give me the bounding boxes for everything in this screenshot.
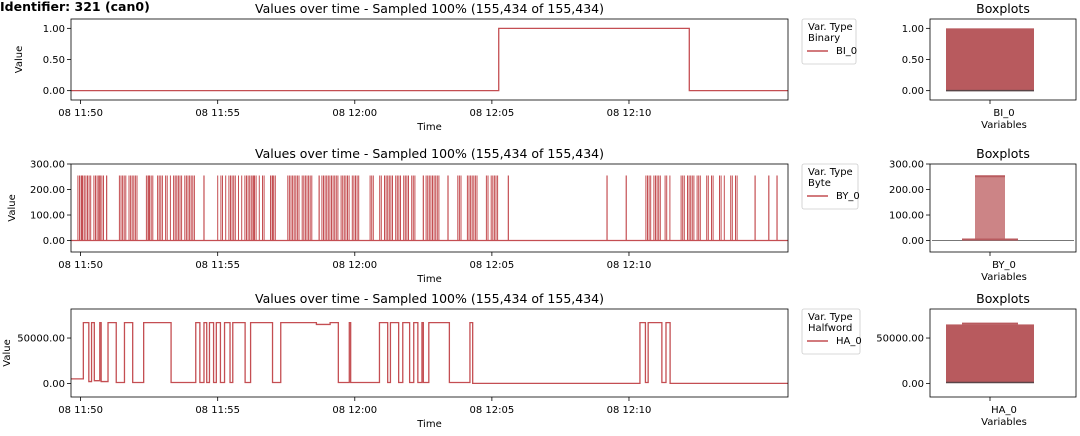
boxplot-frame <box>929 308 1077 398</box>
boxplot-frame <box>929 163 1077 253</box>
x-tick-label: 08 12:10 <box>607 260 652 271</box>
boxplot-x-tick-label: BI_0 <box>993 108 1014 119</box>
boxplot-y-tick-label: 300.00 <box>889 160 924 171</box>
boxplot-y-tick-label: 1.00 <box>902 24 924 35</box>
y-tick-label: 50000.00 <box>17 334 65 345</box>
y-tick-label: 100.00 <box>30 211 65 222</box>
plot-frame <box>70 163 789 253</box>
y-tick-label: 200.00 <box>30 185 65 196</box>
figure-suptitle: Identifier: 321 (can0) <box>0 0 150 14</box>
x-tick-label: 08 12:00 <box>332 260 377 271</box>
subplot-3: Values over time - Sampled 100% (155,434… <box>2 291 1077 430</box>
boxplot-x-tick-label: HA_0 <box>991 405 1017 416</box>
legend-entry: HA_0 <box>836 336 862 347</box>
boxplot-title: Boxplots <box>976 146 1030 161</box>
boxplot-title: Boxplots <box>976 291 1030 306</box>
y-tick-label: 0.00 <box>43 236 65 247</box>
chart-title: Values over time - Sampled 100% (155,434… <box>255 1 604 16</box>
series-line-HA_0 <box>71 321 788 385</box>
legend-title: Var. Type <box>808 167 853 178</box>
boxplot-box <box>946 324 1034 383</box>
boxplot-y-tick-label: 0.00 <box>902 86 924 97</box>
plot-frame <box>70 18 789 101</box>
boxplot-x-tick-label: BY_0 <box>992 260 1016 271</box>
series-burst-BY_0 <box>719 175 738 241</box>
x-tick-label: 08 11:50 <box>58 108 103 119</box>
boxplot-y-tick-label: 100.00 <box>889 211 924 222</box>
series-burst-BY_0 <box>287 175 313 241</box>
boxplot-x-axis-label: Variables <box>981 120 1027 131</box>
subplot-2: Values over time - Sampled 100% (155,434… <box>7 146 1077 285</box>
series-burst-BY_0 <box>369 175 416 241</box>
boxplot-box <box>946 28 1034 91</box>
boxplot-x-axis-label: Variables <box>981 272 1027 283</box>
boxplot-x-axis-label: Variables <box>981 417 1027 428</box>
series-burst-BY_0 <box>217 175 276 241</box>
boxplot-y-tick-label: 50000.00 <box>876 334 924 345</box>
x-tick-label: 08 11:50 <box>58 260 103 271</box>
x-tick-label: 08 11:55 <box>195 108 240 119</box>
series-line-BI_0 <box>71 27 788 92</box>
x-tick-label: 08 12:10 <box>607 108 652 119</box>
legend-title: Byte <box>808 178 831 189</box>
y-tick-label: 1.00 <box>43 24 65 35</box>
y-axis-label: Value <box>2 339 13 366</box>
x-axis-label: Time <box>416 122 441 133</box>
chart-title: Values over time - Sampled 100% (155,434… <box>255 291 604 306</box>
series-burst-BY_0 <box>321 175 360 241</box>
legend-entry: BY_0 <box>836 191 860 202</box>
series-burst-BY_0 <box>680 175 714 241</box>
series-burst-BY_0 <box>118 175 138 241</box>
series-burst-BY_0 <box>425 175 440 241</box>
plot-frame <box>70 308 789 398</box>
x-tick-label: 08 12:05 <box>470 405 515 416</box>
series-burst-BY_0 <box>485 175 499 241</box>
legend-title: Var. Type <box>808 22 853 33</box>
y-axis-label: Value <box>7 194 18 221</box>
x-tick-label: 08 11:55 <box>195 405 240 416</box>
boxplot-title: Boxplots <box>976 1 1030 16</box>
boxplot-y-tick-label: 0.00 <box>902 379 924 390</box>
series-burst-BY_0 <box>77 175 104 241</box>
boxplot-y-tick-label: 0.50 <box>902 55 924 66</box>
x-tick-label: 08 12:00 <box>332 405 377 416</box>
x-tick-label: 08 11:50 <box>58 405 103 416</box>
x-axis-label: Time <box>416 419 441 430</box>
series-burst-BY_0 <box>457 175 478 241</box>
legend-box <box>801 18 857 65</box>
y-tick-label: 300.00 <box>30 160 65 171</box>
chart-title: Values over time - Sampled 100% (155,434… <box>255 146 604 161</box>
x-tick-label: 08 12:05 <box>470 260 515 271</box>
series-burst-BY_0 <box>645 175 671 241</box>
boxplot-y-tick-label: 200.00 <box>889 185 924 196</box>
legend-box <box>801 308 861 355</box>
legend-entry: BI_0 <box>836 46 857 57</box>
legend-title: Var. Type <box>808 312 853 323</box>
y-tick-label: 0.00 <box>43 86 65 97</box>
legend-title: Halfword <box>808 323 852 334</box>
x-tick-label: 08 12:10 <box>607 405 652 416</box>
x-tick-label: 08 11:55 <box>195 260 240 271</box>
legend-title: Binary <box>808 33 840 44</box>
boxplot-y-tick-label: 0.00 <box>902 236 924 247</box>
y-tick-label: 0.00 <box>43 379 65 390</box>
legend-box <box>801 163 859 210</box>
series-burst-BY_0 <box>145 175 195 241</box>
x-tick-label: 08 12:00 <box>332 108 377 119</box>
boxplot-outliers <box>975 176 1005 240</box>
boxplot-upper-whisker <box>962 322 1018 325</box>
x-tick-label: 08 12:05 <box>470 108 515 119</box>
y-tick-label: 0.50 <box>43 55 65 66</box>
x-axis-label: Time <box>416 274 441 285</box>
subplot-1: Values over time - Sampled 100% (155,434… <box>14 1 1077 133</box>
y-axis-label: Value <box>14 46 25 73</box>
